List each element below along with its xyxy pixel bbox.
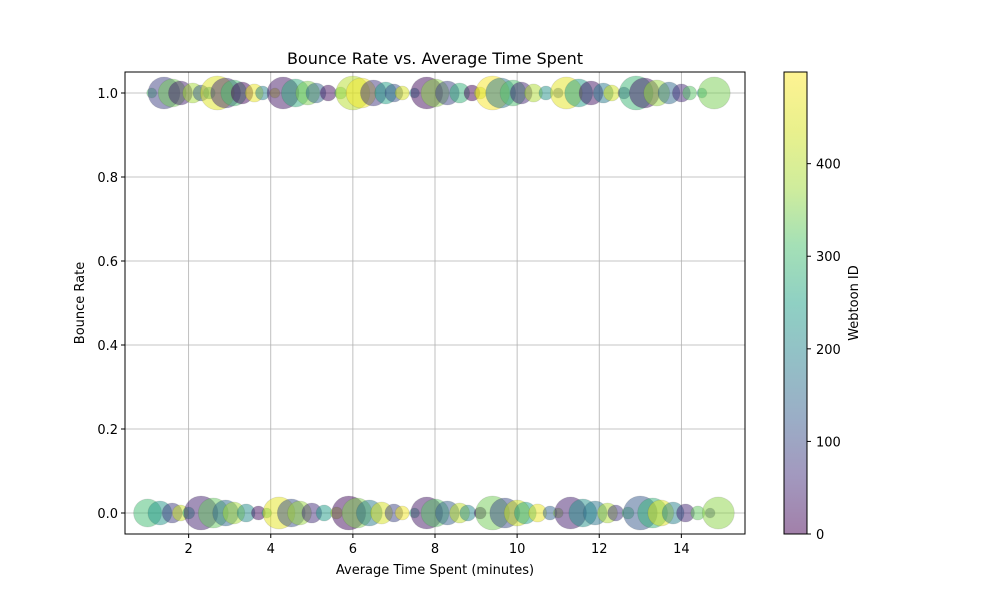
x-tick-label: 14 — [673, 542, 690, 557]
x-tick-label: 4 — [267, 542, 275, 557]
colorbar-tick-label: 300 — [816, 250, 841, 265]
x-tick-label: 2 — [185, 542, 193, 557]
colorbar-tick-label: 400 — [816, 158, 841, 173]
scatter-point — [701, 496, 735, 530]
scatter-point — [394, 85, 410, 101]
grid — [125, 72, 745, 534]
y-tick-label: 1.0 — [97, 87, 118, 102]
y-axis-ticks: 0.0 0.2 0.4 0.6 0.8 1.0 — [97, 87, 125, 522]
colorbar-gradient — [784, 72, 807, 534]
scatter-point — [603, 84, 620, 102]
x-tick-label: 6 — [349, 542, 357, 557]
colorbar-ticks: 0 100 200 300 400 — [807, 158, 841, 543]
x-tick-label: 8 — [431, 542, 439, 557]
scatter-point — [682, 85, 697, 101]
colorbar-tick-label: 100 — [816, 435, 841, 450]
scatter-point — [394, 505, 410, 521]
scatter-point — [315, 504, 333, 522]
colorbar-frame — [783, 71, 808, 535]
colorbar-tick-label: 200 — [816, 343, 841, 358]
x-axis-label: Average Time Spent (minutes) — [336, 563, 534, 578]
y-axis-label: Bounce Rate — [73, 262, 88, 344]
scatter-point — [319, 84, 337, 102]
scatter-point — [607, 504, 625, 522]
scatter-point — [459, 504, 477, 522]
y-tick-label: 0.4 — [97, 339, 118, 354]
scatter-point — [697, 76, 731, 110]
y-tick-label: 0.0 — [97, 507, 118, 522]
y-tick-label: 0.8 — [97, 171, 118, 186]
x-tick-label: 12 — [591, 542, 608, 557]
y-tick-label: 0.2 — [97, 423, 118, 438]
chart-title: Bounce Rate vs. Average Time Spent — [287, 49, 583, 68]
colorbar-label: Webtoon ID — [847, 265, 862, 341]
x-axis-ticks: 2 4 6 8 10 12 14 — [185, 534, 690, 557]
x-tick-label: 10 — [509, 542, 526, 557]
colorbar-tick-label: 0 — [816, 528, 824, 543]
y-tick-label: 0.6 — [97, 255, 118, 270]
data-points — [133, 75, 735, 531]
